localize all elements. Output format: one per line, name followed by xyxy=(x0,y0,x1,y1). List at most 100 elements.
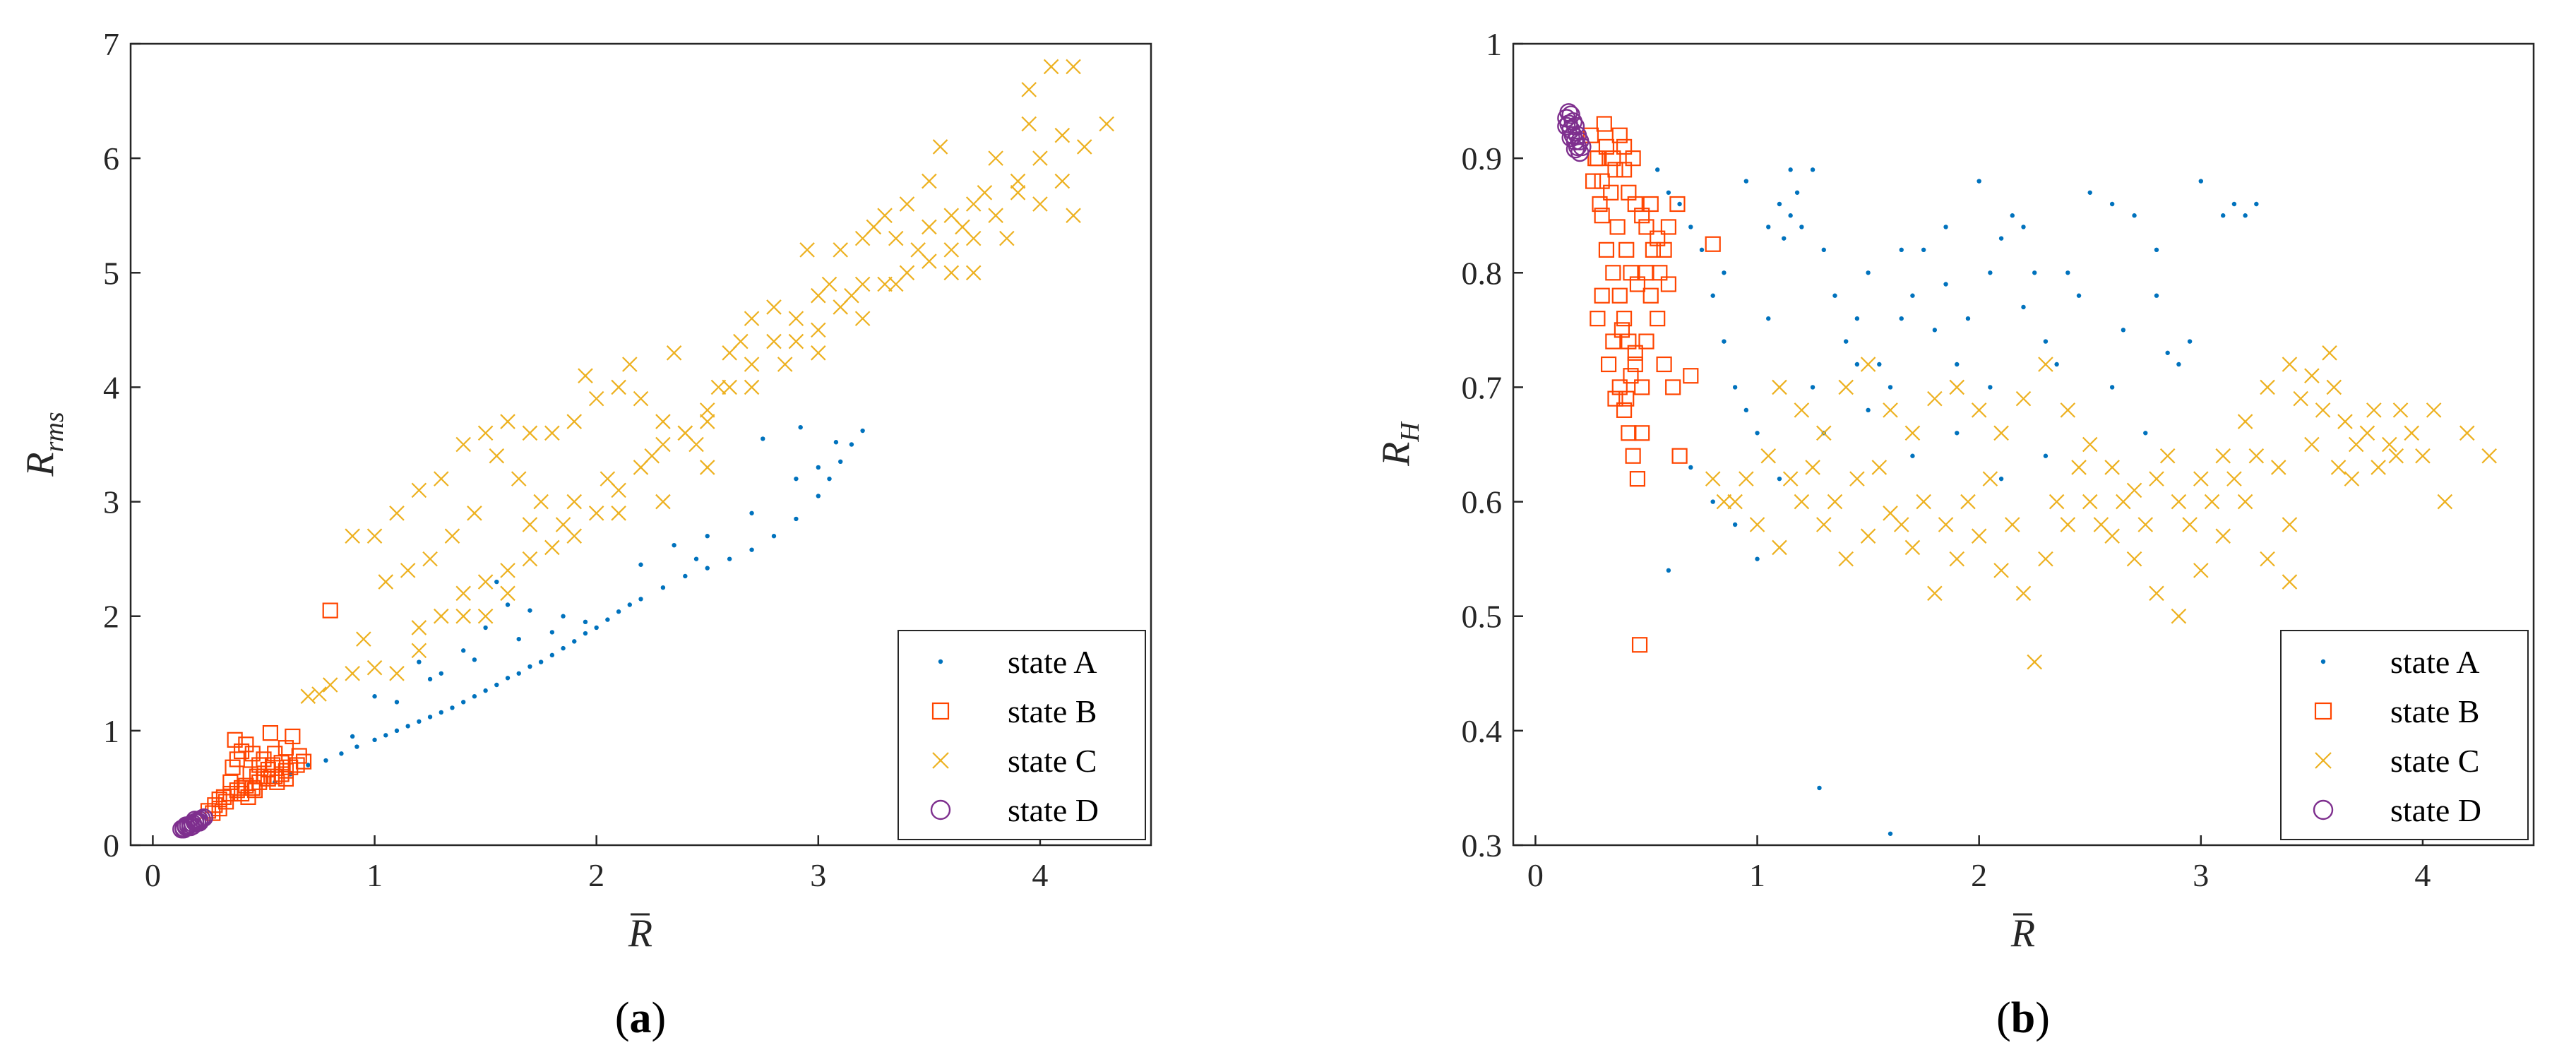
point-state-b xyxy=(240,789,256,806)
point-state-c xyxy=(1993,425,2009,441)
point-state-d xyxy=(1561,128,1580,148)
point-state-c xyxy=(999,230,1015,246)
point-state-c xyxy=(2082,436,2098,453)
point-state-a xyxy=(472,694,477,699)
point-state-a xyxy=(1666,568,1671,573)
point-state-b xyxy=(256,751,272,768)
point-state-b xyxy=(1611,287,1628,304)
y-tick-label: 1 xyxy=(103,713,119,749)
point-state-a xyxy=(1810,167,1815,172)
point-state-c xyxy=(411,620,427,635)
point-state-a xyxy=(849,442,854,447)
point-state-a xyxy=(1755,556,1760,561)
point-state-d xyxy=(1557,117,1576,136)
point-state-c xyxy=(2038,357,2053,372)
point-state-c xyxy=(2171,608,2187,624)
point-state-c xyxy=(744,311,760,326)
axis-ticks-b: 0 1 2 3 4 0.3 0.4 0.5 0.6 0.7 0.8 0.9 1 xyxy=(1462,26,2431,893)
point-state-a xyxy=(439,710,443,715)
point-state-a xyxy=(2221,213,2226,218)
point-state-c xyxy=(2293,390,2308,407)
point-state-c xyxy=(811,345,826,361)
point-state-a xyxy=(460,700,466,705)
point-state-c xyxy=(2015,585,2032,602)
point-state-c xyxy=(788,311,804,326)
point-state-a xyxy=(1955,362,1960,367)
point-state-c xyxy=(611,379,626,395)
point-state-c xyxy=(455,608,471,624)
point-state-a xyxy=(1866,270,1871,275)
point-state-c xyxy=(2304,436,2320,453)
point-state-c xyxy=(1032,150,1048,166)
point-state-a xyxy=(1677,201,1682,207)
point-state-c xyxy=(2359,425,2375,441)
point-state-b xyxy=(1638,219,1654,235)
point-state-c xyxy=(2215,528,2231,544)
point-state-b xyxy=(262,724,279,741)
point-state-c xyxy=(1054,127,1071,143)
point-state-a xyxy=(693,556,699,561)
point-state-a xyxy=(417,659,422,664)
point-state-a xyxy=(2076,293,2082,298)
point-state-c xyxy=(1794,494,1810,510)
point-state-c xyxy=(422,551,438,567)
point-state-b xyxy=(269,774,285,790)
point-state-c xyxy=(2027,654,2042,670)
point-state-a xyxy=(2254,201,2259,207)
y-tick-label: 0.3 xyxy=(1462,828,1503,864)
point-state-a xyxy=(405,724,410,729)
point-state-c xyxy=(1949,551,1965,567)
point-state-c xyxy=(455,585,471,602)
point-state-c xyxy=(2215,448,2231,464)
point-state-a xyxy=(1998,236,2004,241)
point-state-c xyxy=(2404,425,2420,441)
point-state-c xyxy=(943,265,960,281)
point-state-b xyxy=(1638,333,1654,350)
point-state-c xyxy=(2049,494,2065,510)
point-state-a xyxy=(838,459,843,465)
point-state-a xyxy=(1710,499,1715,504)
point-state-a xyxy=(761,436,765,441)
point-state-a xyxy=(323,758,328,763)
point-state-c xyxy=(688,436,704,453)
point-state-c xyxy=(699,414,715,429)
point-state-a xyxy=(2198,179,2204,184)
legend-marker xyxy=(930,799,951,820)
point-state-c xyxy=(2366,402,2382,418)
point-state-c xyxy=(467,506,482,521)
point-state-c xyxy=(1993,563,2009,578)
point-state-c xyxy=(366,528,383,544)
point-state-c xyxy=(1076,139,1092,155)
point-state-a xyxy=(494,579,499,585)
point-state-d xyxy=(188,813,207,832)
point-state-a xyxy=(1854,316,1860,321)
point-state-c xyxy=(866,219,882,235)
point-state-b xyxy=(1627,345,1643,361)
point-state-a xyxy=(572,639,577,644)
point-state-a xyxy=(1799,225,1804,229)
point-state-a xyxy=(2121,328,2126,333)
point-state-b xyxy=(1671,448,1688,464)
point-state-b xyxy=(1594,287,1610,304)
point-state-c xyxy=(2382,436,2397,453)
point-state-c xyxy=(2481,448,2497,464)
point-state-c xyxy=(2226,471,2242,486)
point-state-c xyxy=(389,506,405,521)
x-tick-label: 3 xyxy=(810,857,826,893)
point-state-a xyxy=(583,631,588,636)
point-state-c xyxy=(1794,402,1810,418)
point-state-a xyxy=(860,428,865,434)
point-state-a xyxy=(2087,190,2092,195)
point-state-a xyxy=(1943,225,1948,229)
point-state-c xyxy=(1739,471,1754,486)
point-state-a xyxy=(1965,316,1971,321)
point-state-a xyxy=(1921,247,1926,253)
point-state-c xyxy=(2193,471,2209,486)
point-state-c xyxy=(655,414,671,429)
legend-marker xyxy=(2314,702,2332,720)
point-state-c xyxy=(533,494,549,510)
point-state-c xyxy=(888,276,904,292)
point-state-c xyxy=(2459,425,2475,441)
